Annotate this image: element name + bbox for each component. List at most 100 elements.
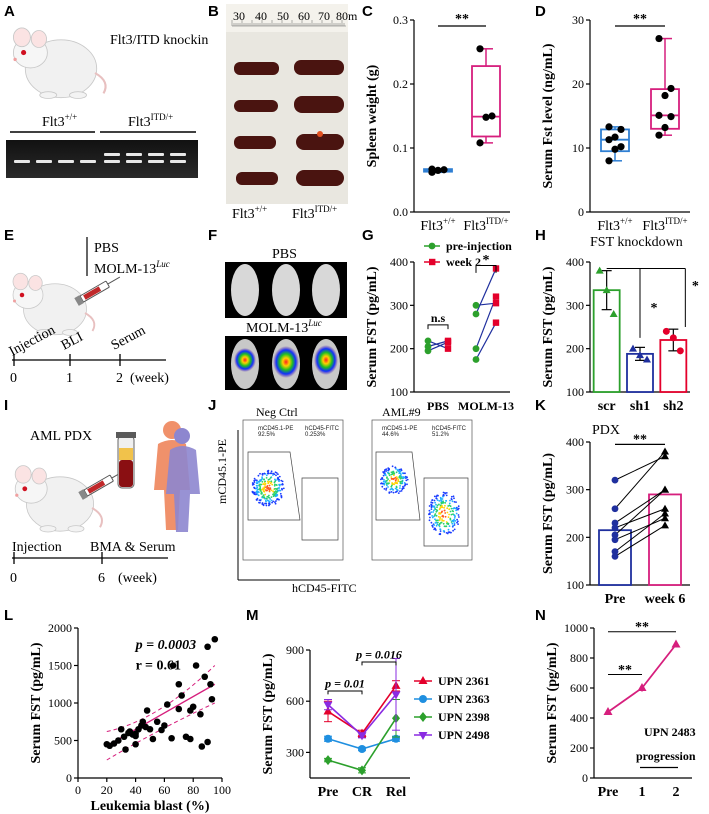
- data-point: [492, 299, 500, 307]
- y-tick-label: 20: [572, 77, 584, 91]
- data-point: [655, 34, 663, 43]
- y-tick-label: 400: [566, 255, 584, 269]
- data-point: [444, 337, 452, 345]
- data-point: [175, 705, 183, 713]
- data-point: [595, 266, 604, 274]
- panel-letter: N: [535, 607, 546, 624]
- x-tick-label: 20: [101, 783, 113, 797]
- timeline-week: 6: [98, 571, 105, 586]
- data-point: [187, 735, 194, 743]
- panel-i: I AML PDX Injection BMA & Serum 0 6 (wee…: [4, 397, 200, 586]
- y-axis-label: Serum FST (pg/mL): [261, 653, 276, 774]
- chart-c: 0.0 0.1 0.2 0.3 Spleen weight (g) Flt3+/+ Flt3…: [365, 12, 510, 234]
- x-tick-label: Flt3+/+: [420, 216, 455, 234]
- pair-line: [614, 508, 666, 529]
- data-point: [611, 536, 619, 544]
- pair-line: [614, 513, 666, 553]
- data-point: [472, 301, 480, 309]
- data-point: [661, 504, 669, 512]
- y-axis-label: Serum FST (pg/mL): [365, 266, 380, 387]
- data-point: [655, 131, 663, 139]
- x-tick-label: 40: [130, 783, 142, 797]
- ruler-label: 40: [255, 9, 267, 23]
- sig-label: **: [633, 12, 647, 27]
- legend-label: UPN 2361: [438, 674, 490, 688]
- timeline-week: 0: [10, 571, 17, 586]
- y-axis-label: Serum FST (pg/mL): [541, 266, 556, 387]
- x-tick-label: scr: [598, 399, 616, 414]
- data-point: [444, 345, 452, 352]
- x-tick-label: Pre: [318, 785, 339, 800]
- y-tick-label: 0.2: [393, 77, 408, 91]
- data-point: [637, 683, 647, 691]
- data-point: [643, 355, 651, 363]
- syringe-illustration: [73, 272, 123, 307]
- y-tick-label: 900: [286, 643, 304, 657]
- data-point: [189, 703, 197, 711]
- box: [471, 65, 501, 138]
- x-tick-label: 100: [213, 783, 231, 797]
- y-axis-label: Serum FST (pg/mL): [541, 453, 556, 574]
- sig-bracket: [327, 690, 363, 695]
- series-line: [607, 643, 677, 713]
- blood-tube-icon: [116, 432, 136, 489]
- sig-label: **: [618, 663, 632, 678]
- data-point: [611, 133, 619, 141]
- chart-m: 300 600 900 Serum FST (pg/mL) Pre CR Rel UPN 23…: [261, 643, 490, 800]
- data-point: [117, 725, 125, 733]
- x-tick-label: 80: [187, 783, 199, 797]
- data-point: [636, 351, 644, 359]
- data-point: [661, 485, 669, 493]
- mouse-illustration: [12, 26, 107, 100]
- data-point: [605, 123, 613, 131]
- panel-letter: B: [208, 3, 219, 20]
- data-point: [175, 680, 183, 688]
- panel-title: Flt3/ITD knockin: [110, 33, 208, 48]
- legend-label: UPN 2498: [438, 728, 490, 742]
- data-point: [661, 521, 669, 529]
- genotype-label-wt: Flt3+/+: [42, 112, 77, 130]
- panel-letter: C: [362, 3, 373, 20]
- panel-letter: L: [4, 607, 13, 624]
- x-tick-label: 0: [75, 783, 81, 797]
- data-point: [163, 701, 171, 708]
- chart-k: 100 200 300 400 Serum FST (pg/mL) Pre week 6 **: [541, 432, 690, 607]
- data-point: [611, 476, 619, 484]
- data-point: [146, 725, 154, 733]
- y-axis-label: Serum FST (pg/mL): [545, 642, 560, 763]
- data-point: [605, 157, 613, 165]
- data-point: [201, 673, 209, 681]
- x-tick-label: 1: [639, 785, 646, 800]
- x-tick-label: Flt3ITD/+: [463, 216, 508, 234]
- data-point: [168, 734, 175, 742]
- data-point: [671, 639, 681, 648]
- sig-label: *: [483, 253, 490, 268]
- x-tick-label: 60: [158, 783, 170, 797]
- stat-p: p = 0.0003: [135, 638, 196, 653]
- data-point: [428, 165, 436, 173]
- x-tick-label: PBS: [427, 399, 449, 413]
- y-tick-label: 400: [390, 255, 408, 269]
- data-point: [358, 744, 366, 753]
- data-point: [418, 676, 428, 684]
- panel-j: J Neg Ctrl AML#9 mCD45.1-PE hCD45-FITC m…: [208, 397, 473, 595]
- data-point: [617, 143, 625, 151]
- sig-label: n.s: [431, 311, 446, 325]
- y-tick-label: 0.0: [393, 205, 408, 219]
- chart-g: 100 200 300 400 Serum FST (pg/mL) PBS MOLM-13 p…: [365, 239, 514, 413]
- data-point: [169, 662, 177, 669]
- y-tick-label: 200: [566, 530, 584, 544]
- legend-label: week 2: [446, 255, 481, 269]
- y-tick-label: 300: [566, 483, 584, 497]
- gel-image: [6, 140, 198, 178]
- data-point: [667, 84, 675, 93]
- panel-a: A Flt3/ITD knockin Flt3+/+ Flt3ITD/+: [4, 3, 208, 178]
- data-point: [419, 712, 427, 722]
- y-tick-label: 800: [570, 651, 588, 665]
- data-point: [472, 310, 480, 318]
- x-tick-label: CR: [352, 785, 373, 800]
- bli-title-pbs-label: PBS: [272, 247, 297, 262]
- panel-letter: E: [4, 227, 14, 244]
- y-tick-label: 0: [578, 205, 584, 219]
- y-tick-label: 100: [566, 385, 584, 399]
